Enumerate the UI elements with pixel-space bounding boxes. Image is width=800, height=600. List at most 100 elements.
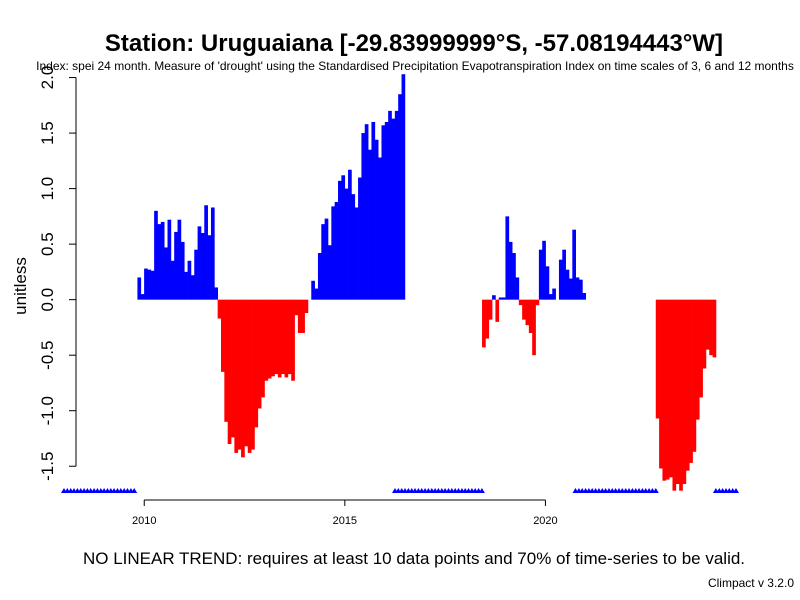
bar <box>548 294 553 300</box>
bar <box>568 278 573 300</box>
y-axis-label: unitless <box>11 257 30 315</box>
bar <box>317 253 322 300</box>
bar <box>655 299 660 419</box>
bar <box>401 74 406 300</box>
bar <box>324 218 329 300</box>
bar <box>284 299 289 378</box>
bar <box>364 124 369 300</box>
bar <box>281 299 285 375</box>
bar <box>699 299 703 398</box>
bar <box>271 299 275 377</box>
chart-title: Station: Uruguaiana [-29.83999999°S, -57… <box>104 30 724 57</box>
bar <box>381 125 386 300</box>
bar <box>274 299 279 375</box>
bar <box>327 245 332 300</box>
bar <box>532 299 536 356</box>
bar <box>157 224 162 300</box>
bar <box>712 299 717 358</box>
bar <box>227 299 232 445</box>
bar <box>552 288 556 300</box>
bar <box>371 121 376 300</box>
bar <box>217 299 222 319</box>
bar <box>565 269 570 300</box>
chart-subtitle: Index: spei 24 month. Measure of 'drough… <box>36 59 794 73</box>
missing-markers-layer <box>61 488 739 493</box>
y-tick-label: -0.5 <box>38 341 57 370</box>
x-tick-label: 2015 <box>333 515 357 527</box>
bar <box>184 271 188 300</box>
bar <box>522 299 526 320</box>
bar <box>528 299 533 333</box>
version-note: Climpact v 3.2.0 <box>707 576 794 590</box>
bar <box>685 299 690 471</box>
bar <box>388 110 392 300</box>
bar <box>695 299 700 420</box>
y-tick-label: 1.0 <box>38 177 57 201</box>
x-tick-label: 2010 <box>132 515 156 527</box>
bar <box>338 180 342 300</box>
bar <box>368 149 372 300</box>
bar <box>515 277 520 300</box>
bar <box>321 224 325 300</box>
bar <box>538 249 543 300</box>
bar <box>374 139 379 300</box>
bar <box>170 260 175 300</box>
bar <box>174 231 178 300</box>
bar <box>391 118 396 300</box>
bar <box>692 299 697 452</box>
y-tick-label: -1.0 <box>38 396 57 425</box>
bar <box>247 299 252 453</box>
bar <box>261 299 265 398</box>
y-tick-label: 1.5 <box>38 121 57 145</box>
bar <box>582 292 587 300</box>
bar <box>502 297 506 300</box>
missing-value-marker <box>733 488 739 493</box>
x-axis: 2010 2015 2020 <box>132 499 558 527</box>
bar <box>354 207 359 300</box>
bars-layer <box>137 74 717 491</box>
bar <box>311 280 315 300</box>
bar <box>709 299 713 356</box>
y-tick-label: 2.0 <box>38 66 57 90</box>
bar <box>669 299 673 478</box>
bar <box>194 249 198 300</box>
bar <box>164 247 168 300</box>
bar <box>331 206 336 300</box>
bar <box>147 269 152 300</box>
bar <box>264 299 269 381</box>
bar <box>154 210 158 300</box>
bar <box>297 299 302 333</box>
bar <box>702 299 707 369</box>
bar <box>214 287 218 300</box>
bar <box>562 249 566 300</box>
bar <box>488 299 493 320</box>
bar <box>231 299 235 438</box>
missing-value-marker <box>652 488 659 493</box>
bar <box>251 299 255 450</box>
bar <box>482 299 486 348</box>
bar <box>679 299 683 491</box>
bar <box>221 299 225 372</box>
missing-value-marker <box>478 488 485 493</box>
bar <box>150 270 155 300</box>
y-tick-label: 0.5 <box>38 232 57 256</box>
bar <box>267 299 272 379</box>
bar <box>358 177 362 300</box>
bar <box>518 299 523 306</box>
bar <box>291 299 295 381</box>
bar <box>287 299 292 375</box>
bar <box>512 253 516 300</box>
bar <box>492 295 496 300</box>
bar <box>498 297 503 300</box>
bar <box>277 299 282 378</box>
bar <box>224 299 229 422</box>
bar <box>378 157 382 300</box>
bar <box>659 299 663 469</box>
bar <box>341 175 346 300</box>
bar <box>144 268 148 300</box>
missing-value-marker <box>131 488 138 493</box>
trend-note: NO LINEAR TREND: requires at least 10 da… <box>82 549 746 568</box>
bar <box>682 299 687 485</box>
y-tick-label: -1.5 <box>38 452 57 481</box>
